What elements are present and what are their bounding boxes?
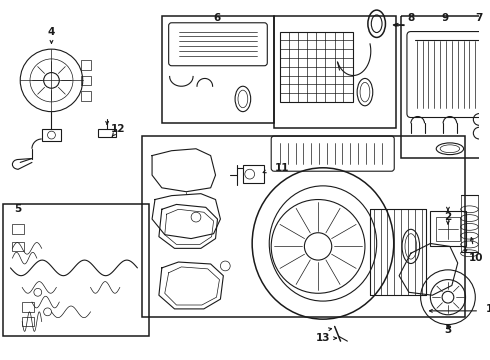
Text: 12: 12 [111,124,125,134]
Bar [81,60,91,69]
Text: 4: 4 [48,27,55,37]
Bar [42,129,61,141]
Bar [243,165,265,183]
Text: 10: 10 [469,253,484,263]
Bar [436,217,460,240]
Bar [81,76,91,85]
Bar [274,16,396,128]
Text: 3: 3 [444,325,452,336]
Text: 2: 2 [444,212,452,222]
Bar [2,204,149,336]
Bar [280,32,353,102]
Bar [162,16,274,123]
Bar [22,302,34,312]
Text: 6: 6 [214,13,221,23]
Bar [401,16,490,158]
Text: 8: 8 [407,13,415,23]
Bar [142,136,465,317]
Text: 1: 1 [486,304,490,314]
Bar [98,129,116,137]
Bar [12,242,24,251]
Bar [430,211,466,246]
Bar [12,224,24,234]
Text: 9: 9 [441,13,448,23]
Bar [22,317,34,327]
Text: 7: 7 [475,13,483,23]
Bar [81,91,91,101]
Text: 13: 13 [316,333,330,343]
Text: 5: 5 [15,204,22,214]
Text: 11: 11 [275,163,289,173]
